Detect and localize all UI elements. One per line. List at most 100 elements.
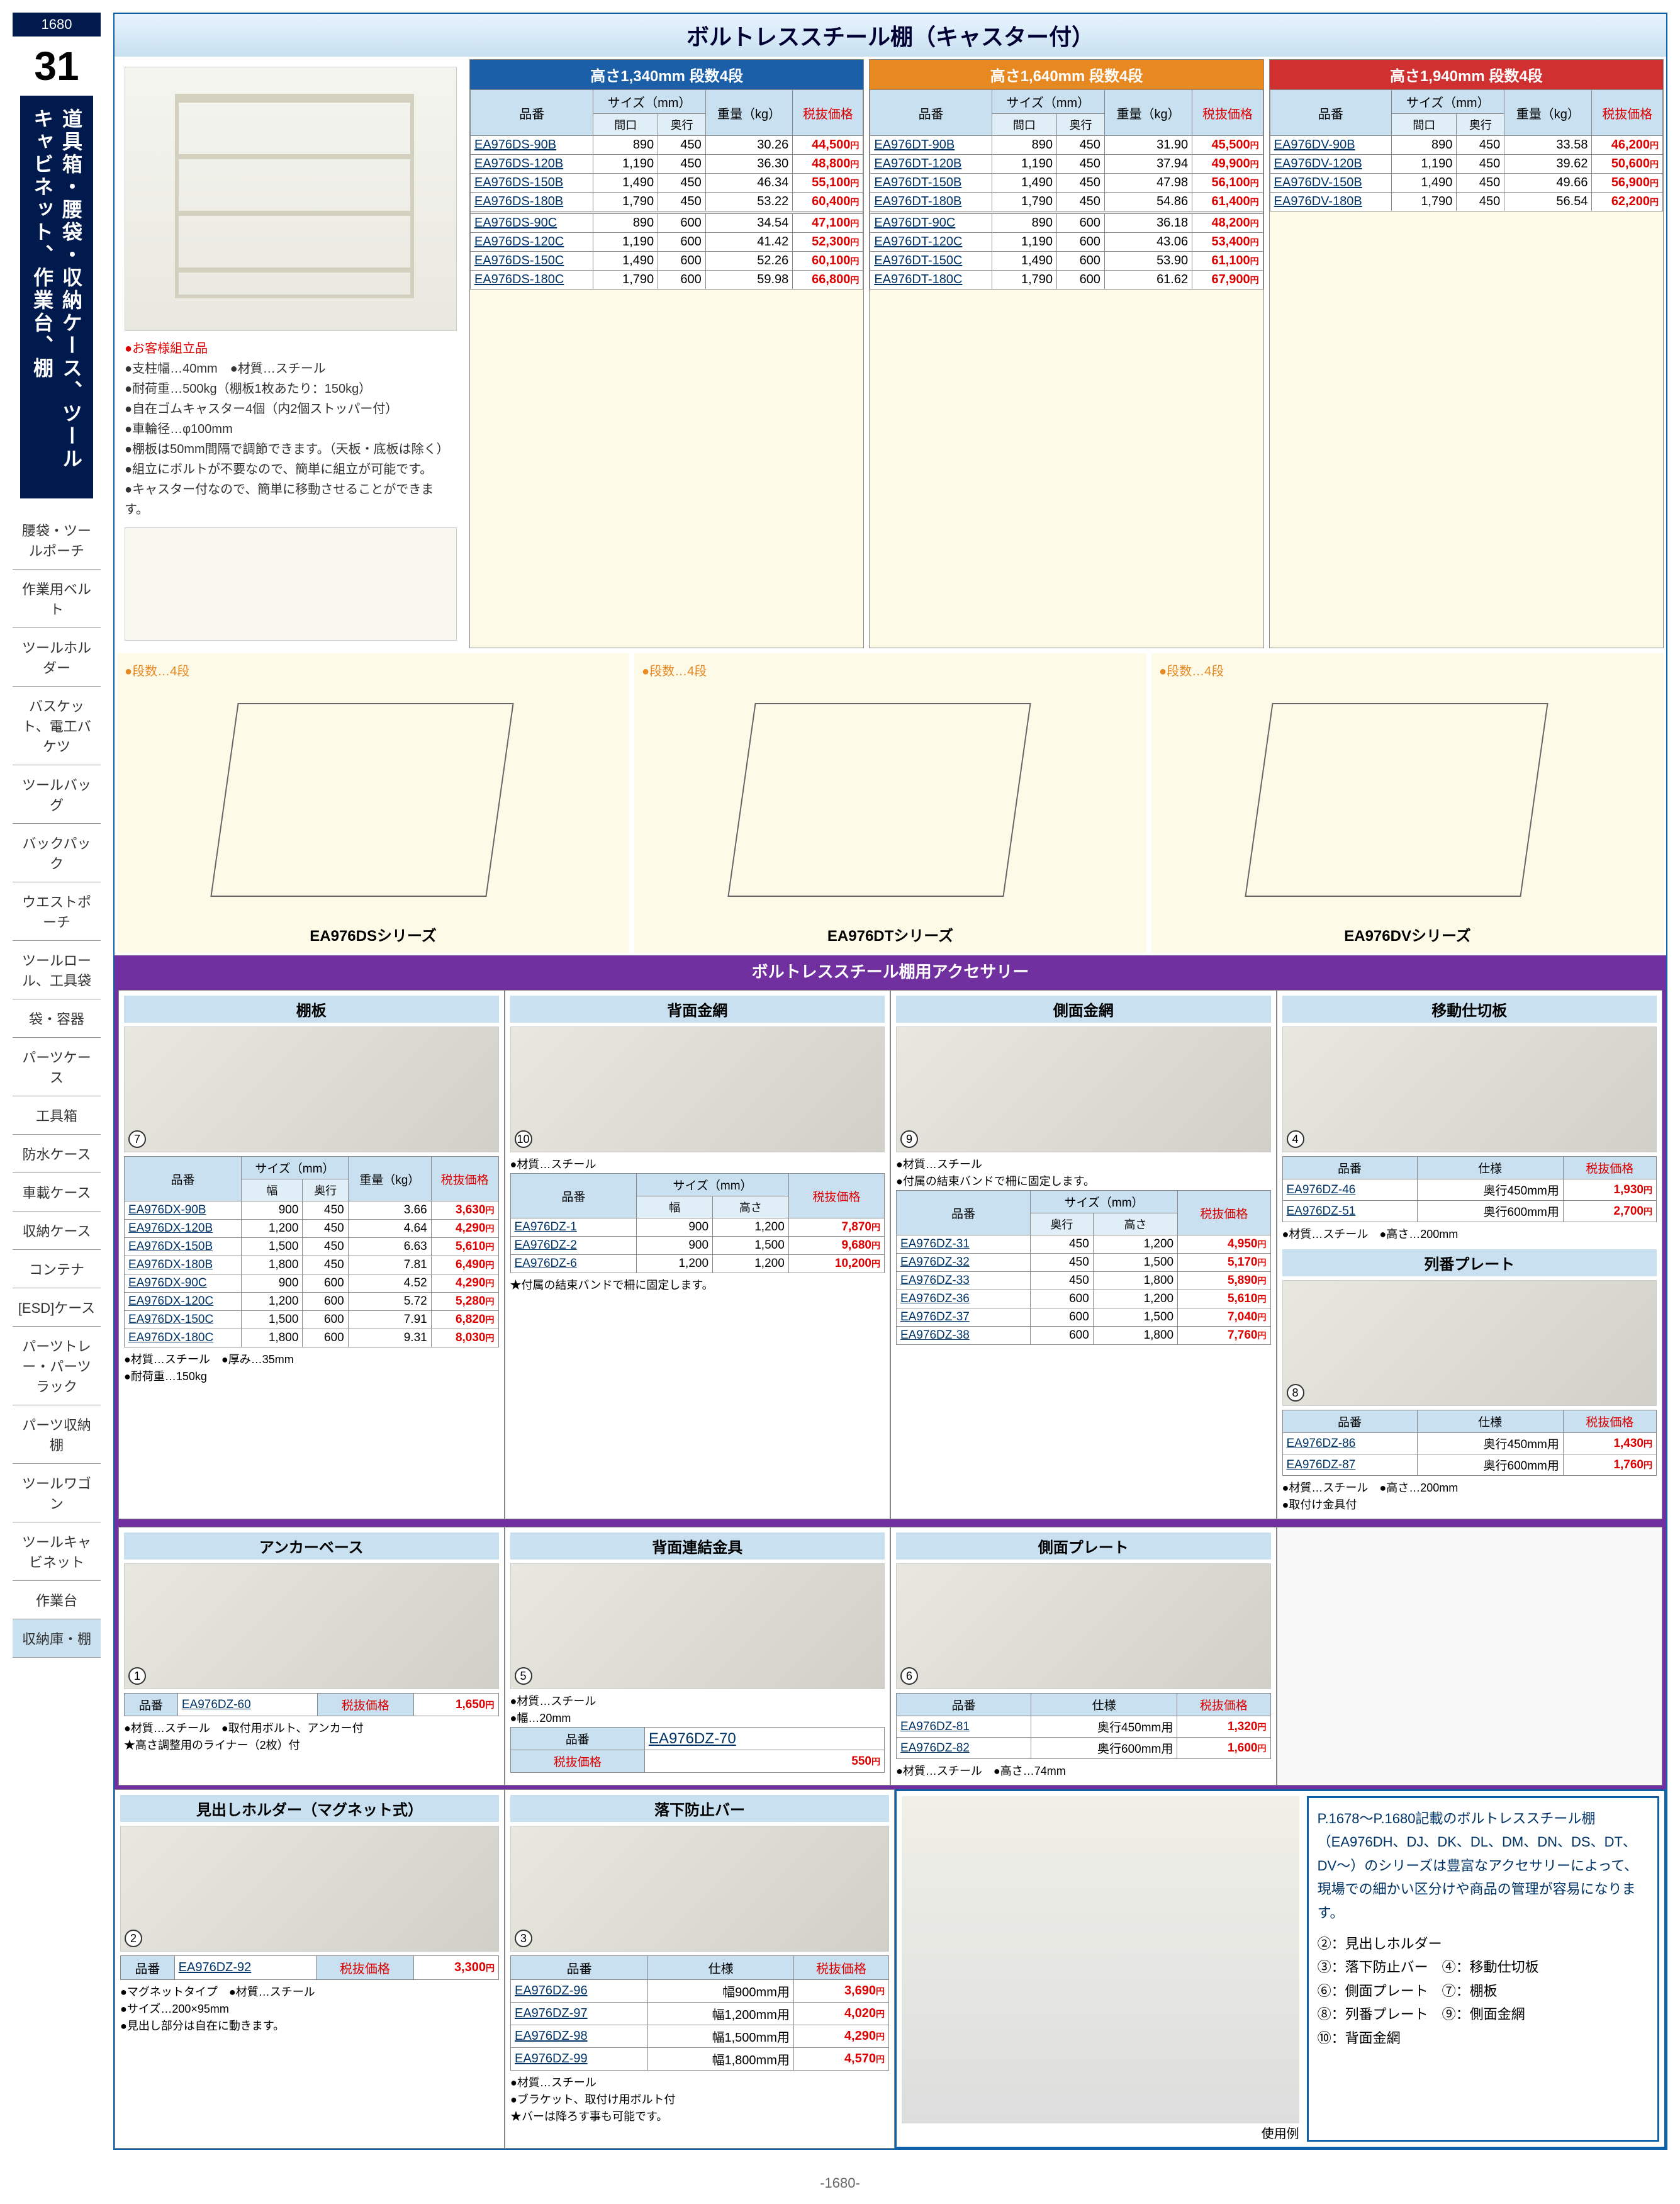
product-code[interactable]: EA976DT-180C (870, 271, 992, 290)
product-code[interactable]: EA976DZ-51 (1282, 1201, 1417, 1222)
product-code[interactable]: EA976DS-180B (471, 193, 593, 211)
nav-item[interactable]: 防水ケース (13, 1135, 101, 1173)
product-code[interactable]: EA976DS-120B (471, 155, 593, 174)
product-code[interactable]: EA976DT-180B (870, 193, 992, 211)
nav-item[interactable]: 工具箱 (13, 1096, 101, 1135)
product-code[interactable]: EA976DZ-82 (897, 1738, 1031, 1759)
product-code[interactable]: EA976DZ-46 (1282, 1179, 1417, 1201)
product-code[interactable]: EA976DV-150B (1270, 174, 1392, 193)
product-code[interactable]: EA976DS-180C (471, 271, 593, 290)
product-code[interactable]: EA976DV-90B (1270, 136, 1392, 155)
nav-item[interactable]: 作業台 (13, 1581, 101, 1619)
product-code[interactable]: EA976DX-180C (125, 1329, 242, 1347)
notes-title: ●お客様組立品 (125, 339, 457, 359)
page-number-top: 1680 (13, 13, 101, 37)
note-line: ●材質…スチール ●高さ…200mm (1282, 1226, 1657, 1243)
note-line: ●棚板は50mm間隔で調節できます。（天板・底板は除く） (125, 439, 457, 459)
product-code[interactable]: EA976DS-150B (471, 174, 593, 193)
accessory-image: 9 (896, 1026, 1271, 1152)
nav-item[interactable]: 収納ケース (13, 1212, 101, 1250)
product-code[interactable]: EA976DS-90C (471, 214, 593, 233)
nav-item[interactable]: ウエストポーチ (13, 882, 101, 941)
note-line: ●材質…スチール ●厚み…35mm (124, 1351, 499, 1368)
table-header: 高さ1,640mm 段数4段 (870, 60, 1263, 89)
nav-item[interactable]: ツールロール、工具袋 (13, 941, 101, 999)
nav-item[interactable]: バックパック (13, 824, 101, 882)
page-footer: -1680- (0, 2162, 1680, 2204)
product-code[interactable]: EA976DZ-38 (897, 1327, 1031, 1345)
nav-item[interactable]: 車載ケース (13, 1173, 101, 1212)
table-header: 高さ1,340mm 段数4段 (470, 60, 863, 89)
category-number: 31 (13, 37, 101, 96)
usage-label: 使用例 (902, 2123, 1299, 2142)
note-line: ★バーは降ろす事も可能です。 (510, 2108, 889, 2125)
nav-item[interactable]: 腰袋・ツールポーチ (13, 511, 101, 570)
nav-item[interactable]: パーツケース (13, 1038, 101, 1096)
product-code[interactable]: EA976DS-120C (471, 233, 593, 252)
dimension-diagram: ●段数…4段 EA976DTシリーズ (634, 653, 1146, 953)
product-code[interactable]: EA976DT-150B (870, 174, 992, 193)
nav-item[interactable]: コンテナ (13, 1250, 101, 1288)
product-code[interactable]: EA976DZ-81 (897, 1716, 1031, 1738)
product-code[interactable]: EA976DT-90C (870, 214, 992, 233)
nav-item[interactable]: ツールホルダー (13, 628, 101, 687)
product-code[interactable]: EA976DZ-31 (897, 1235, 1031, 1254)
product-code[interactable]: EA976DX-120C (125, 1293, 242, 1311)
product-code[interactable]: EA976DX-90C (125, 1274, 242, 1293)
product-code[interactable]: EA976DZ-70 (644, 1728, 884, 1750)
product-code[interactable]: EA976DZ-2 (510, 1237, 637, 1255)
nav-item[interactable]: バスケット、電工バケツ (13, 687, 101, 765)
product-code[interactable]: EA976DZ-92 (174, 1956, 316, 1980)
product-code[interactable]: EA976DZ-98 (511, 2025, 648, 2048)
product-code[interactable]: EA976DZ-86 (1282, 1433, 1417, 1454)
spec-table: 品番サイズ（mm）重量（kg）税抜価格 間口奥行EA976DS-90B89045… (470, 89, 863, 290)
nav-index: 腰袋・ツールポーチ作業用ベルトツールホルダーバスケット、電工バケツツールバッグバ… (13, 511, 101, 1658)
product-code[interactable]: EA976DT-150C (870, 252, 992, 271)
product-code[interactable]: EA976DZ-36 (897, 1290, 1031, 1308)
product-code[interactable]: EA976DZ-33 (897, 1272, 1031, 1290)
nav-item[interactable]: 収納庫・棚 (13, 1619, 101, 1658)
nav-item[interactable]: パーツトレー・パーツラック (13, 1327, 101, 1405)
product-code[interactable]: EA976DZ-1 (510, 1218, 637, 1237)
product-code[interactable]: EA976DV-120B (1270, 155, 1392, 174)
accessory-image: 7 (124, 1026, 499, 1152)
product-code[interactable]: EA976DT-90B (870, 136, 992, 155)
product-code[interactable]: EA976DT-120B (870, 155, 992, 174)
product-code[interactable]: EA976DV-180B (1270, 193, 1392, 211)
product-code[interactable]: EA976DZ-32 (897, 1254, 1031, 1272)
note-line: ●耐荷重…150kg (124, 1368, 499, 1385)
product-code[interactable]: EA976DZ-99 (511, 2048, 648, 2071)
dimension-diagram: ●段数…4段 EA976DVシリーズ (1151, 653, 1664, 953)
product-code[interactable]: EA976DX-180B (125, 1256, 242, 1274)
product-code[interactable]: EA976DX-150C (125, 1311, 242, 1329)
nav-item[interactable]: 袋・容器 (13, 999, 101, 1038)
product-code[interactable]: EA976DX-90B (125, 1201, 242, 1220)
product-code[interactable]: EA976DZ-87 (1282, 1454, 1417, 1476)
nav-item[interactable]: [ESD]ケース (13, 1288, 101, 1327)
product-code[interactable]: EA976DZ-37 (897, 1308, 1031, 1327)
product-code[interactable]: EA976DZ-96 (511, 1980, 648, 2003)
product-code[interactable]: EA976DS-150C (471, 252, 593, 271)
note-line: ●支柱幅…40mm ●材質…スチール (125, 359, 457, 379)
product-code[interactable]: EA976DT-120C (870, 233, 992, 252)
note-line: ●自在ゴムキャスター4個（内2個ストッパー付） (125, 399, 457, 419)
category-title: 道具箱・腰袋・収納ケース、ツールキャビネット、作業台、棚 (20, 96, 93, 498)
note-line: ●ブラケット、取付け用ボルト付 (510, 2091, 889, 2108)
nav-item[interactable]: パーツ収納棚 (13, 1405, 101, 1464)
nav-item[interactable]: ツールワゴン (13, 1464, 101, 1522)
product-code[interactable]: EA976DZ-6 (510, 1255, 637, 1273)
nav-item[interactable]: ツールキャビネット (13, 1522, 101, 1581)
note-line: ●サイズ…200×95mm (120, 2001, 499, 2018)
product-code[interactable]: EA976DS-90B (471, 136, 593, 155)
product-code[interactable]: EA976DZ-60 (177, 1694, 317, 1716)
nav-item[interactable]: ツールバッグ (13, 765, 101, 824)
product-code[interactable]: EA976DZ-97 (511, 2003, 648, 2025)
note-line: ●材質…スチール ●取付用ボルト、アンカー付 (124, 1720, 499, 1737)
legend-line: ⑥：側面プレート ⑦：棚板 (1318, 1979, 1649, 2003)
accessory-image: 4 (1282, 1026, 1657, 1152)
note-line: ●材質…スチール ●高さ…200mm (1282, 1480, 1657, 1497)
nav-item[interactable]: 作業用ベルト (13, 570, 101, 628)
product-code[interactable]: EA976DX-120B (125, 1220, 242, 1238)
note-line: ●マグネットタイプ ●材質…スチール (120, 1984, 499, 2001)
product-code[interactable]: EA976DX-150B (125, 1238, 242, 1256)
